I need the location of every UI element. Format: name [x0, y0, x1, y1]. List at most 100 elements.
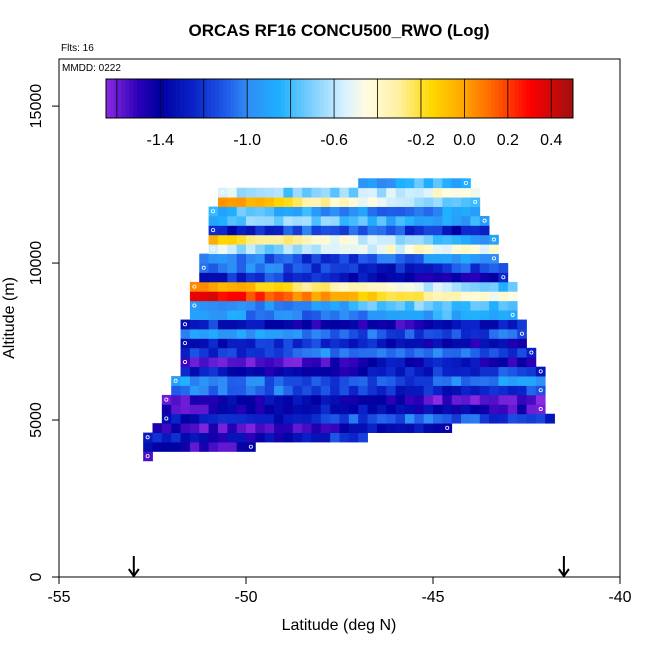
heatmap-cell: [348, 281, 359, 292]
heatmap-cell: [320, 376, 331, 386]
heatmap-cell: [161, 413, 172, 424]
heatmap-cell: [404, 206, 415, 217]
track-dot: [183, 322, 188, 327]
flights-label: Flts: 16: [61, 43, 94, 54]
heatmap-cell: [433, 263, 443, 273]
heatmap-cell: [330, 300, 340, 311]
heatmap-cell: [255, 347, 266, 358]
heatmap-cell: [404, 272, 415, 283]
colorbar-segment: [561, 79, 566, 118]
heatmap-cell: [386, 225, 396, 236]
heatmap-cell: [498, 263, 509, 273]
heatmap-cell: [461, 338, 471, 349]
heatmap-cell: [274, 187, 284, 198]
heatmap-cell: [433, 394, 443, 405]
heatmap-cell: [330, 366, 340, 377]
heatmap-cell: [199, 263, 209, 273]
track-dot: [145, 454, 150, 459]
heatmap-cell: [461, 187, 471, 198]
colorbar-segment: [191, 79, 197, 118]
heatmap-cell: [208, 423, 219, 433]
heatmap-cell: [264, 347, 275, 358]
colorbar-segment: [460, 79, 465, 118]
heatmap-cell: [311, 366, 322, 377]
heatmap-cell: [367, 328, 378, 339]
heatmap-cell: [433, 197, 443, 207]
heatmap-cell: [348, 234, 359, 245]
heatmap-cell: [283, 404, 294, 415]
heatmap-cell: [451, 385, 462, 396]
heatmap-cell: [489, 385, 499, 396]
heatmap-cell: [264, 413, 275, 424]
colorbar-segment: [429, 79, 434, 118]
heatmap-cell: [320, 319, 331, 330]
colorbar-segment: [456, 79, 461, 118]
heatmap-cell: [498, 319, 509, 330]
heatmap-cell: [227, 366, 238, 377]
heatmap-cell: [404, 281, 415, 292]
heatmap-cell: [320, 310, 331, 320]
heatmap-cell: [386, 272, 396, 283]
heatmap-cell: [236, 300, 247, 311]
heatmap-cell: [442, 300, 453, 311]
heatmap-cell: [386, 423, 396, 433]
plot-frame: [58, 58, 621, 578]
heatmap-cell: [423, 300, 434, 311]
heatmap-cell: [376, 385, 387, 396]
colorbar-segment: [230, 79, 235, 118]
heatmap-cell: [274, 272, 284, 283]
heatmap-cell: [152, 442, 163, 452]
heatmap-cell: [264, 253, 275, 264]
heatmap-cell: [470, 291, 481, 302]
heatmap-cell: [236, 272, 247, 283]
heatmap-cell: [423, 234, 434, 245]
colorbar-segment: [417, 79, 422, 118]
heatmap-cell: [395, 281, 406, 292]
heatmap-cell: [292, 253, 303, 264]
heatmap-cell: [517, 319, 527, 330]
heatmap-cell: [274, 244, 284, 255]
heatmap-cell: [227, 347, 238, 358]
heatmap-cell: [423, 366, 434, 377]
track-dot: [201, 265, 206, 270]
heatmap-cell: [208, 253, 219, 264]
heatmap-cell: [348, 291, 359, 302]
heatmap-cell: [433, 187, 443, 198]
heatmap-cell: [348, 263, 359, 273]
heatmap-cell: [442, 404, 453, 415]
heatmap-cell: [386, 178, 396, 189]
heatmap-cell: [479, 253, 490, 264]
colorbar-segment: [436, 79, 442, 118]
heatmap-cell: [479, 234, 490, 245]
heatmap-cell: [246, 187, 256, 198]
heatmap-cell: [208, 281, 219, 292]
heatmap-cell: [302, 328, 312, 339]
heatmap-cell: [433, 319, 443, 330]
heatmap-cell: [199, 442, 209, 452]
heatmap-cell: [189, 319, 200, 330]
heatmap-cell: [217, 272, 228, 283]
heatmap-cell: [208, 347, 219, 358]
colorbar-segment: [565, 79, 570, 118]
heatmap-cell: [404, 187, 415, 198]
heatmap-cell: [143, 451, 153, 462]
heatmap-cell: [404, 215, 415, 226]
heatmap-cell: [302, 234, 312, 245]
track-dot: [211, 228, 216, 233]
heatmap-cell: [489, 319, 499, 330]
heatmap-cell: [442, 423, 453, 433]
track-dot: [183, 359, 188, 364]
heatmap-cell: [479, 281, 490, 292]
heatmap-cell: [470, 385, 481, 396]
heatmap-cell: [161, 432, 172, 443]
colorbar-segment: [137, 79, 142, 118]
heatmap-cell: [320, 366, 331, 377]
heatmap-cell: [180, 404, 191, 415]
heatmap-cell: [180, 347, 191, 358]
heatmap-cell: [414, 234, 425, 245]
heatmap-cell: [451, 366, 462, 377]
heatmap-cell: [470, 413, 481, 424]
heatmap-cell: [461, 234, 471, 245]
heatmap-cell: [246, 366, 256, 377]
heatmap-cell: [189, 357, 200, 368]
